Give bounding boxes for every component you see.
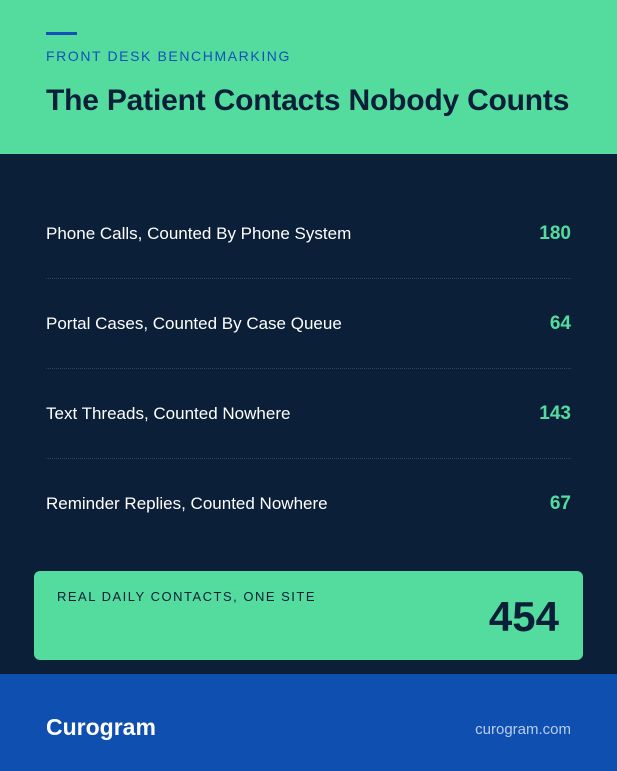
brand-logo-text: Curogram	[46, 714, 156, 740]
row-value: 180	[539, 223, 571, 244]
total-value: 454	[488, 593, 559, 640]
contact-row-portal-cases: Portal Cases, Counted By Case Queue 64	[46, 312, 571, 402]
accent-bar	[46, 32, 77, 35]
row-divider	[46, 368, 571, 369]
row-divider	[46, 458, 571, 459]
total-label: REAL DAILY CONTACTS, ONE SITE	[57, 589, 317, 604]
row-value: 67	[549, 493, 571, 514]
row-label: Portal Cases, Counted By Case Queue	[46, 314, 342, 333]
contact-row-phone-calls: Phone Calls, Counted By Phone System 180	[46, 222, 571, 312]
contact-row-text-threads: Text Threads, Counted Nowhere 143	[46, 402, 571, 492]
eyebrow-label: FRONT DESK BENCHMARKING	[46, 48, 292, 64]
row-label: Phone Calls, Counted By Phone System	[46, 224, 352, 243]
row-divider	[46, 278, 571, 279]
website-link[interactable]: curogram.com	[475, 721, 571, 738]
row-value: 64	[549, 313, 571, 334]
row-label: Reminder Replies, Counted Nowhere	[46, 494, 328, 513]
contact-row-reminder-replies: Reminder Replies, Counted Nowhere 67	[46, 492, 571, 582]
footer-bar: Curogram curogram.com	[0, 674, 617, 771]
header-banner: FRONT DESK BENCHMARKING The Patient Cont…	[0, 0, 617, 154]
row-label: Text Threads, Counted Nowhere	[46, 404, 291, 423]
page-title: The Patient Contacts Nobody Counts	[46, 84, 570, 117]
row-value: 143	[539, 403, 571, 424]
total-card: REAL DAILY CONTACTS, ONE SITE 454	[34, 571, 583, 660]
